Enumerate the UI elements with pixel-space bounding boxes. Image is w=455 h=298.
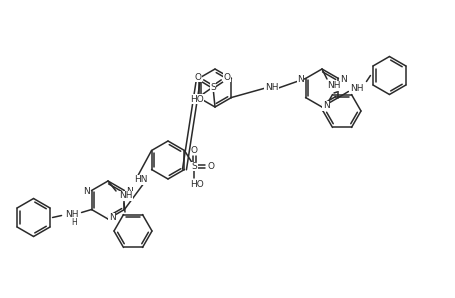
Text: S: S bbox=[192, 162, 197, 171]
Text: NH: NH bbox=[327, 81, 341, 91]
Text: O: O bbox=[194, 72, 202, 81]
Text: O: O bbox=[191, 146, 198, 155]
Text: O: O bbox=[223, 72, 231, 81]
Text: NH: NH bbox=[119, 192, 133, 201]
Text: N: N bbox=[83, 187, 90, 196]
Text: N: N bbox=[297, 75, 304, 84]
Text: HO: HO bbox=[190, 94, 204, 103]
Text: HO: HO bbox=[191, 180, 204, 189]
Text: O: O bbox=[208, 162, 215, 171]
Text: N: N bbox=[109, 213, 116, 223]
Text: H: H bbox=[72, 218, 77, 227]
Text: S: S bbox=[210, 83, 216, 91]
Text: N: N bbox=[126, 187, 133, 196]
Text: NH: NH bbox=[265, 83, 278, 91]
Text: NH: NH bbox=[65, 210, 78, 219]
Text: HN: HN bbox=[134, 176, 148, 184]
Text: N: N bbox=[340, 75, 347, 84]
Text: N: N bbox=[323, 102, 329, 111]
Text: NH: NH bbox=[350, 84, 363, 93]
